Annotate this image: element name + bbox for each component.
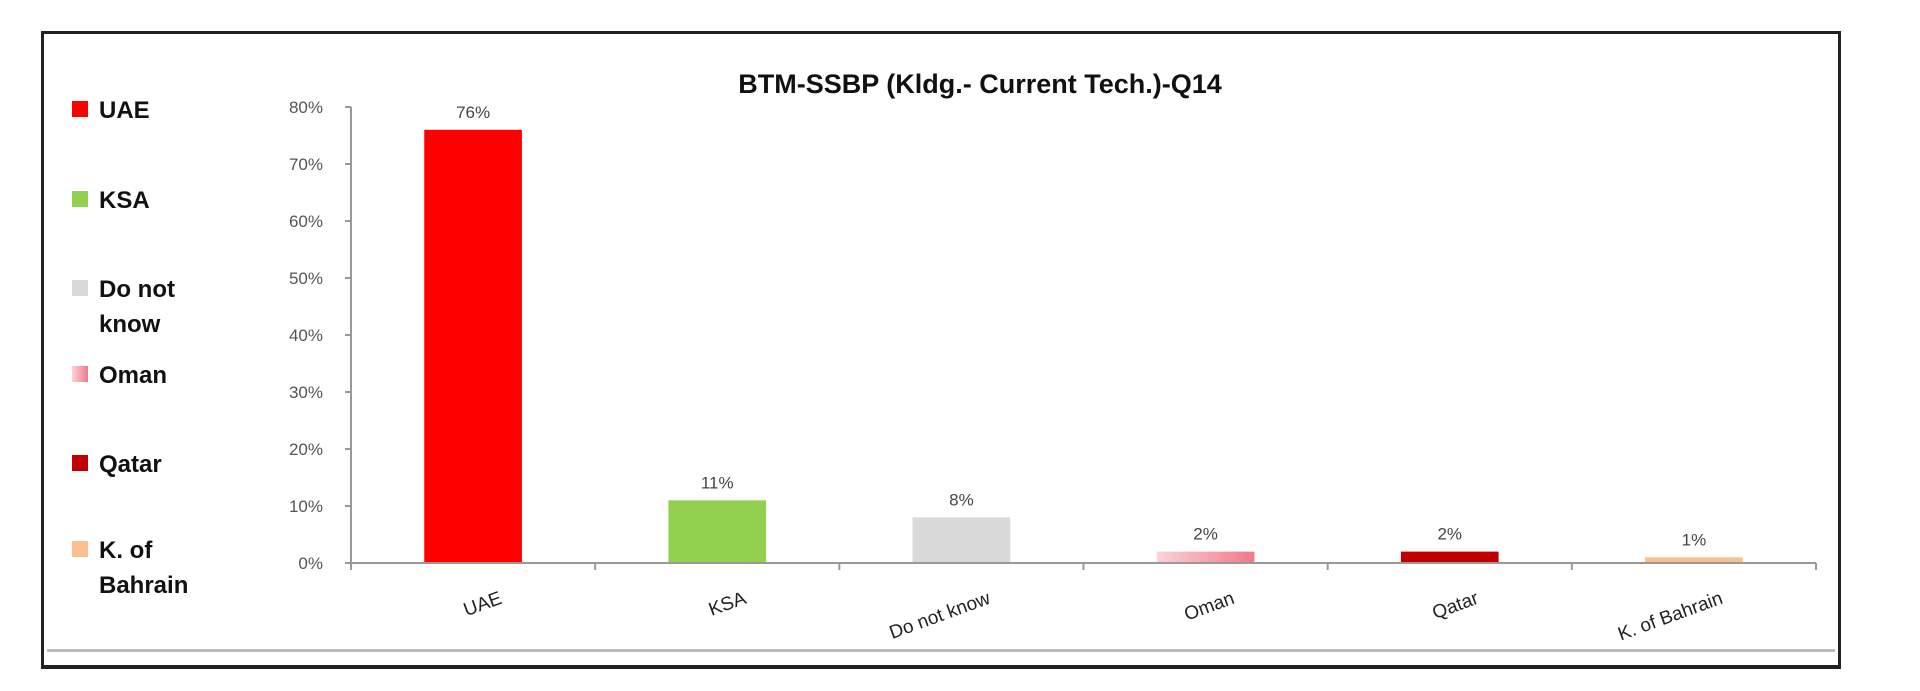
y-tick-label: 60% — [289, 212, 323, 231]
legend-swatch — [72, 455, 88, 471]
bar-uae — [424, 129, 522, 564]
y-tick-label: 50% — [289, 269, 323, 288]
y-tick-label: 40% — [289, 326, 323, 345]
y-tick-label: 80% — [289, 98, 323, 117]
x-category-label: K. of Bahrain — [1615, 588, 1725, 645]
y-axis: 0% 10% 20% 30% 40% 50% 60% 70% 80% — [289, 98, 352, 573]
legend-label: Bahrain — [99, 572, 188, 599]
y-tick-label: 10% — [289, 497, 323, 516]
data-label: 76% — [456, 103, 490, 122]
legend-swatch — [72, 366, 88, 382]
y-tick-label: 30% — [289, 383, 323, 402]
data-label: 11% — [701, 473, 734, 492]
bar-ksa — [668, 500, 767, 563]
x-category-label: Qatar — [1430, 588, 1482, 624]
bar-qatar — [1400, 551, 1499, 563]
legend-label: K. of — [99, 537, 153, 564]
legend-swatch — [72, 191, 88, 207]
legend-label: Qatar — [99, 451, 162, 478]
x-category-label: Do not know — [887, 588, 994, 644]
legend-label: Oman — [99, 362, 167, 389]
data-label: 2% — [1437, 525, 1462, 544]
chart-title: BTM-SSBP (Kldg.- Current Tech.)-Q14 — [738, 69, 1222, 99]
x-category-label: UAE — [461, 588, 505, 621]
y-tick-label: 0% — [298, 554, 323, 573]
x-category-label: KSA — [706, 588, 749, 621]
bars: 76% 11% 8% 2% 2% 1% — [424, 103, 1743, 564]
y-tick-label: 20% — [289, 440, 323, 459]
legend-label: Do not — [99, 276, 175, 303]
data-label: 8% — [949, 490, 974, 509]
data-label: 2% — [1193, 525, 1218, 544]
chart-frame-inner — [47, 37, 1835, 652]
bar-do-not-know — [912, 517, 1011, 563]
x-axis: UAE KSA Do not know Oman Qatar K. of Bahrain — [350, 562, 1817, 645]
frame-bottom-line — [41, 665, 1841, 669]
legend-swatch — [72, 541, 88, 557]
legend-label: KSA — [99, 187, 150, 214]
x-category-label: Oman — [1181, 588, 1237, 625]
data-label: 1% — [1682, 530, 1707, 549]
bar-oman — [1156, 551, 1255, 563]
legend-swatch — [72, 101, 88, 117]
legend: UAE KSA Do not know Oman Qatar K. of Bahrain — [72, 97, 188, 599]
bar-k-of-bahrain — [1645, 557, 1743, 563]
legend-label: know — [99, 311, 161, 338]
y-tick-label: 70% — [289, 155, 323, 174]
legend-swatch — [72, 280, 88, 296]
legend-label: UAE — [99, 97, 150, 124]
